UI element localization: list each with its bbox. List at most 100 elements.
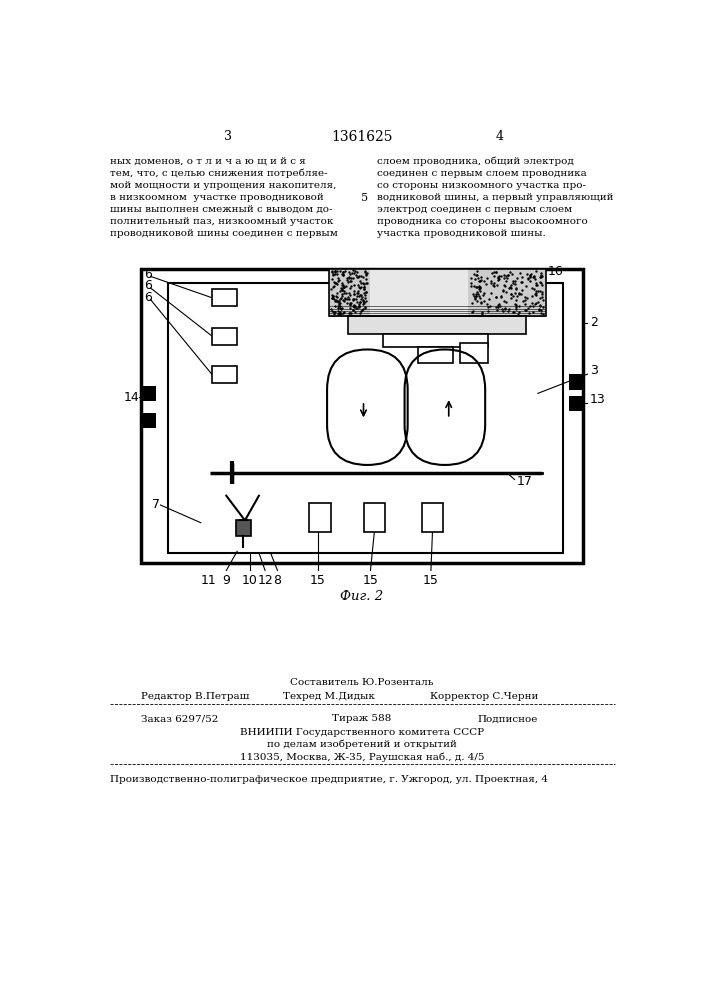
Point [479, 273, 490, 289]
Text: 13: 13 [590, 393, 606, 406]
Point [505, 280, 516, 296]
Point [345, 295, 356, 311]
Point [347, 265, 358, 281]
Text: электрод соединен с первым слоем: электрод соединен с первым слоем [377, 205, 572, 214]
Point [361, 293, 372, 309]
Point [349, 286, 360, 302]
Point [510, 273, 521, 289]
Point [332, 276, 343, 292]
Point [334, 283, 346, 299]
Point [339, 279, 350, 295]
Point [491, 264, 502, 280]
Point [355, 275, 366, 291]
Point [339, 291, 350, 307]
Point [501, 294, 512, 310]
Point [527, 280, 538, 296]
Point [336, 266, 347, 282]
Point [332, 298, 344, 314]
Point [467, 304, 478, 320]
Text: Составитель Ю.Розенталь: Составитель Ю.Розенталь [291, 678, 433, 687]
Point [358, 279, 369, 295]
Point [504, 264, 515, 280]
Bar [421, 503, 443, 532]
Point [474, 283, 486, 299]
Point [360, 300, 371, 316]
Point [488, 268, 499, 284]
Point [528, 269, 539, 285]
Text: 6: 6 [144, 279, 152, 292]
Point [340, 285, 351, 301]
Point [503, 267, 514, 283]
Text: 15: 15 [363, 574, 378, 587]
Point [347, 302, 358, 318]
Point [474, 280, 486, 296]
Point [469, 271, 480, 287]
Point [356, 289, 368, 305]
Point [336, 282, 347, 298]
Point [329, 304, 340, 320]
Point [530, 263, 542, 279]
Point [336, 300, 347, 316]
Point [338, 267, 349, 283]
Point [476, 304, 487, 320]
Point [361, 267, 372, 283]
Point [361, 284, 372, 300]
Point [496, 288, 507, 304]
Text: 1361625: 1361625 [331, 130, 392, 144]
Point [356, 268, 367, 284]
Point [481, 296, 493, 312]
Point [535, 302, 547, 318]
Point [475, 294, 486, 310]
Bar [235, 520, 251, 536]
Text: 15: 15 [423, 574, 439, 587]
Point [357, 301, 368, 317]
Point [510, 285, 521, 301]
Point [493, 270, 504, 286]
Point [332, 285, 343, 301]
Point [359, 299, 370, 315]
Point [334, 298, 346, 314]
Point [508, 275, 519, 291]
Point [520, 292, 531, 308]
Point [530, 286, 541, 302]
Point [508, 273, 519, 289]
Point [533, 283, 544, 299]
Point [534, 269, 545, 285]
Point [503, 301, 514, 317]
Point [470, 288, 481, 304]
Bar [383, 334, 488, 347]
Point [479, 293, 490, 309]
Point [329, 304, 340, 320]
Point [493, 271, 505, 287]
Point [337, 288, 348, 304]
Point [333, 272, 344, 288]
Point [474, 288, 485, 304]
Text: Техред М.Дидык: Техред М.Дидык [283, 692, 375, 701]
Point [351, 269, 363, 285]
Point [353, 277, 364, 293]
Point [537, 284, 548, 300]
Bar [348, 316, 526, 334]
Point [357, 302, 368, 318]
Point [331, 289, 342, 305]
Point [473, 279, 484, 295]
Bar [212, 328, 237, 345]
Text: Фиг. 2: Фиг. 2 [340, 590, 383, 603]
Point [350, 263, 361, 279]
Point [526, 295, 537, 311]
Point [329, 263, 341, 279]
Point [351, 285, 363, 301]
Bar [212, 366, 237, 383]
Point [508, 304, 520, 320]
Point [485, 275, 496, 291]
Text: 4: 4 [495, 130, 503, 143]
Bar [309, 503, 331, 532]
Point [531, 295, 542, 311]
Point [512, 306, 523, 322]
Text: 11: 11 [201, 574, 216, 587]
Point [344, 305, 356, 321]
Point [515, 274, 527, 290]
Point [471, 279, 482, 295]
Point [492, 299, 503, 315]
Point [357, 292, 368, 308]
